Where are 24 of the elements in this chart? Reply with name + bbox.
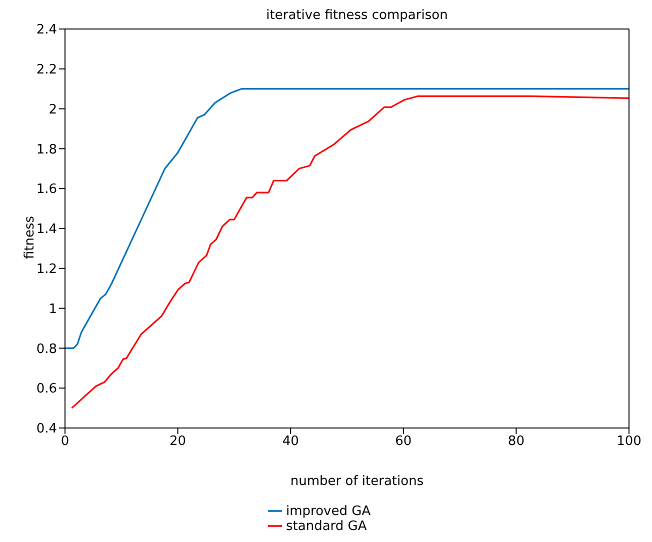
x-axis-title: number of iterations <box>289 474 425 489</box>
y-tick-label: 1.4 <box>36 222 57 238</box>
legend-label: improved GA <box>286 504 371 519</box>
y-tick-label: 2.2 <box>36 62 57 78</box>
chart-title: iterative fitness comparison <box>265 8 449 23</box>
y-axis-title: fitness <box>22 214 38 262</box>
y-tick-label: 1.6 <box>36 182 57 198</box>
x-tick-label: 60 <box>395 434 412 450</box>
x-tick-label: 20 <box>170 434 186 450</box>
y-tick-label: 0.8 <box>36 342 57 357</box>
x-tick-label: 100 <box>616 434 642 450</box>
y-tick-label: 1.8 <box>36 142 57 158</box>
legend-label: standard GA <box>286 519 367 534</box>
y-tick-label: 2 <box>48 102 57 118</box>
line-series <box>70 95 629 409</box>
y-tick-label: 0.4 <box>36 422 57 437</box>
y-tick-label: 1.2 <box>36 262 57 278</box>
y-tick-label: 0.6 <box>36 382 57 397</box>
x-tick-label: 0 <box>60 434 70 450</box>
y-tick-label: 1 <box>48 302 57 317</box>
x-tick-label: 40 <box>282 434 299 450</box>
y-tick-label: 2.4 <box>36 22 57 38</box>
line-series <box>65 88 629 349</box>
x-tick-label: 80 <box>508 434 524 450</box>
